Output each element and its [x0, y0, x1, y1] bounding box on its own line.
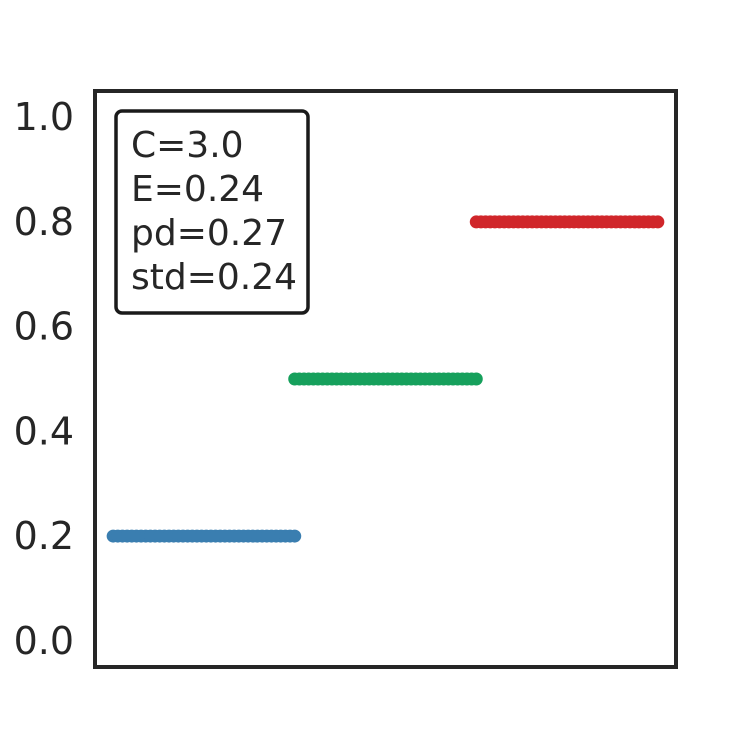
plot-frame — [93, 89, 678, 669]
data-point — [288, 529, 302, 543]
annotation-frame — [114, 109, 310, 315]
annotation-line-std: std=0.24 — [131, 257, 297, 298]
annotation-line-c: C=3.0 — [131, 125, 244, 166]
data-point — [469, 372, 483, 386]
y-tick-label: 0.4 — [14, 409, 74, 453]
data-marks — [106, 215, 665, 543]
y-tick-label: 0.2 — [14, 514, 74, 558]
data-point — [651, 215, 665, 229]
y-axis-ticks: 0.0 0.2 0.4 0.6 0.8 1.0 — [14, 95, 74, 663]
y-tick-label: 0.0 — [14, 619, 74, 663]
annotation-box: C=3.0 E=0.24 pd=0.27 std=0.24 — [114, 109, 310, 315]
y-tick-label: 0.8 — [14, 200, 74, 244]
series-0 — [106, 529, 302, 543]
y-tick-label: 1.0 — [14, 95, 74, 139]
y-tick-label: 0.6 — [14, 305, 74, 349]
series-1 — [288, 372, 483, 386]
annotation-line-e: E=0.24 — [131, 169, 264, 210]
series-2 — [469, 215, 665, 229]
annotation-line-pd: pd=0.27 — [131, 213, 287, 254]
